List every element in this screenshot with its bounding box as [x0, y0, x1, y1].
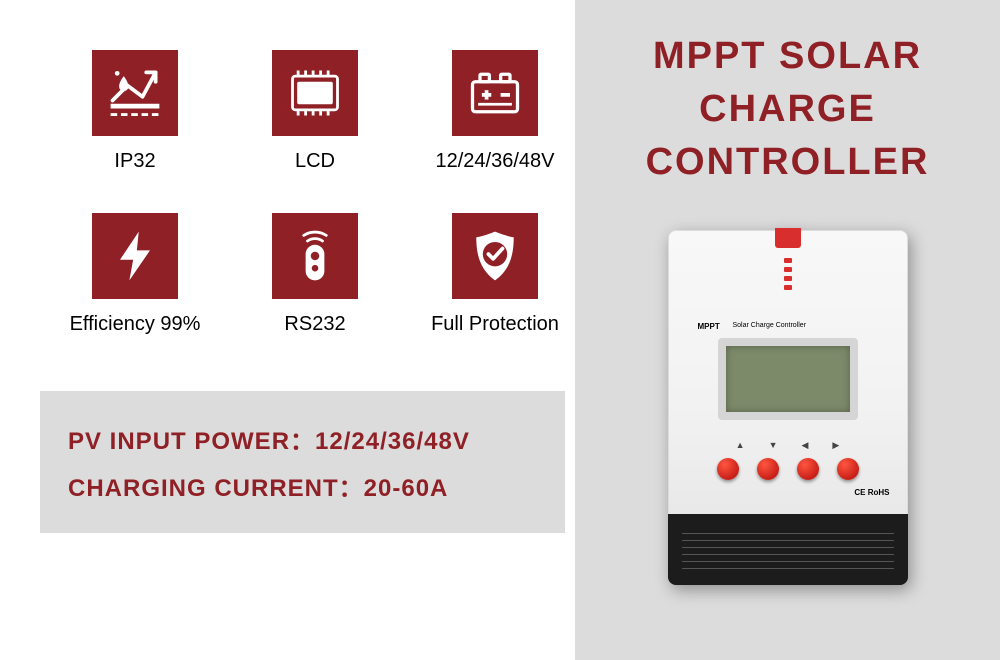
- spec-charging-current: CHARGING CURRENT：20-60A: [68, 468, 537, 503]
- battery-icon: [452, 50, 538, 136]
- feature-icon-grid: IP32 LCD LCD: [60, 50, 545, 336]
- device-arrow-labels: ▲ ▼ ◀ ▶: [736, 440, 840, 451]
- svg-text:LCD: LCD: [299, 87, 331, 103]
- feature-protection: Full Protection: [420, 213, 570, 336]
- feature-lcd: LCD LCD: [240, 50, 390, 173]
- spec-value: 20-60A: [364, 475, 449, 502]
- remote-icon: [272, 213, 358, 299]
- device-sub-label: Solar Charge Controller: [733, 322, 807, 329]
- device-button: [717, 458, 739, 480]
- device-buttons: [717, 458, 859, 480]
- device-button: [797, 458, 819, 480]
- spec-label: CHARGING CURRENT：: [68, 475, 364, 502]
- spec-pv-input: PV INPUT POWER：12/24/36/48V: [68, 421, 537, 456]
- device-spec-table: [682, 533, 894, 573]
- feature-label: LCD: [295, 150, 335, 173]
- device-brand-label: MPPT: [698, 322, 720, 331]
- spec-value: 12/24/36/48V: [315, 428, 470, 455]
- feature-rs232: RS232: [240, 213, 390, 336]
- feature-label: Efficiency 99%: [70, 313, 201, 336]
- feature-label: IP32: [114, 150, 155, 173]
- right-panel: MPPT SOLAR CHARGE CONTROLLER MPPT Solar …: [575, 0, 1000, 660]
- device-button: [837, 458, 859, 480]
- left-panel: IP32 LCD LCD: [0, 0, 575, 660]
- device-button: [757, 458, 779, 480]
- protection-icon: [452, 213, 538, 299]
- efficiency-icon: [92, 213, 178, 299]
- product-device: MPPT Solar Charge Controller ▲ ▼ ◀ ▶ CE …: [668, 230, 908, 585]
- feature-label: RS232: [284, 313, 345, 336]
- feature-voltage: 12/24/36/48V: [420, 50, 570, 173]
- feature-label: 12/24/36/48V: [436, 150, 555, 173]
- waterproof-icon: [92, 50, 178, 136]
- feature-efficiency: Efficiency 99%: [60, 213, 210, 336]
- feature-label: Full Protection: [431, 313, 559, 336]
- page-title: MPPT SOLAR CHARGE CONTROLLER: [605, 30, 970, 190]
- spec-label: PV INPUT POWER：: [68, 428, 315, 455]
- device-lcd-screen: [718, 338, 858, 420]
- device-top-tab: [775, 228, 801, 248]
- lcd-icon: LCD: [272, 50, 358, 136]
- feature-ip32: IP32: [60, 50, 210, 173]
- device-cert-label: CE RoHS: [854, 488, 889, 497]
- device-leds: [784, 258, 792, 290]
- spec-box: PV INPUT POWER：12/24/36/48V CHARGING CUR…: [40, 391, 565, 533]
